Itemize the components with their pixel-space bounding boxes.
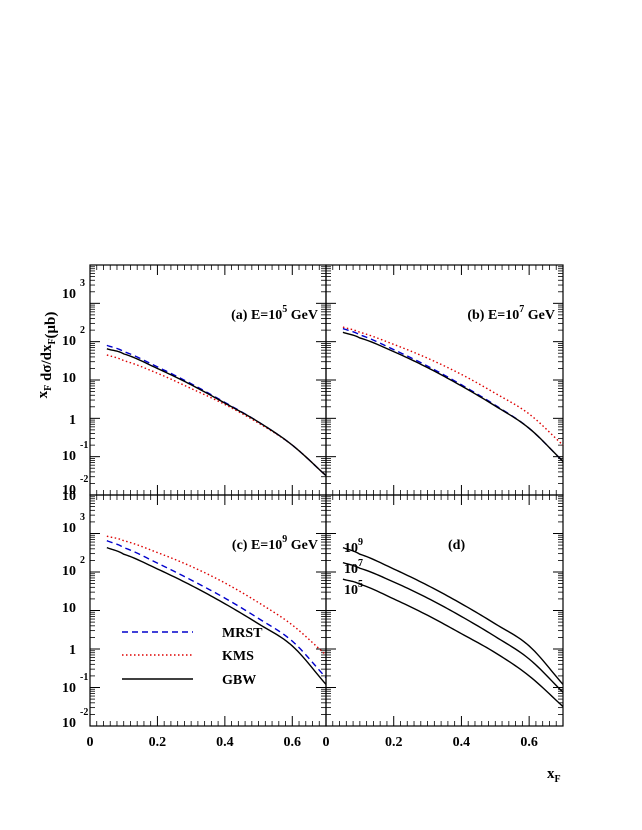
legend-label: GBW [222, 673, 256, 688]
y-tick-label: 10 [62, 716, 76, 731]
panel-c: (c) E=109 GeV [89, 494, 327, 727]
y-tick-label: 10 [62, 334, 76, 349]
y-tick-label: 10 [62, 564, 76, 579]
series-line-MRST [342, 327, 564, 462]
panel-title: (d) [448, 538, 465, 553]
y-tick-label-exponent: -2 [80, 474, 88, 485]
y-tick-label: 10 [62, 601, 76, 616]
series-line-MRST [106, 344, 327, 477]
y-tick-label: 1 [69, 643, 76, 658]
panel-frame [89, 494, 327, 727]
series-line-KMS [106, 535, 327, 656]
curve-label: 105 [344, 579, 363, 598]
y-tick-label-exponent: 3 [80, 512, 85, 523]
panel-b: (b) E=107 GeV [325, 264, 564, 496]
panel-d: (d) 109 107 105 [325, 494, 564, 727]
panel-title: (c) E=109 GeV [232, 534, 318, 553]
series-line-GBW [106, 546, 327, 685]
legend-label: KMS [222, 649, 254, 664]
panel-frame [325, 494, 564, 727]
y-tick-label-exponent: -1 [80, 440, 88, 451]
panel-frame [89, 264, 327, 496]
panels-group: (a) E=105 GeV (b) E=107 GeV (c) E=109 GeV (… [62, 264, 564, 750]
y-tick-labels: 10 3 10 2 10 1 10 -1 10 -2 10 3 10 2 10 1 10 -1 10 -2 10 [62, 278, 88, 731]
x-tick-label: 0.6 [520, 735, 538, 750]
x-tick-label: 0 [87, 735, 94, 750]
series-line-10e7 [342, 561, 564, 693]
y-tick-label-exponent: 2 [80, 555, 85, 566]
series-line-10e5 [342, 578, 564, 708]
y-tick-label: 10 [62, 489, 76, 504]
series-line-10e9 [342, 546, 564, 685]
series-line-KMS [106, 354, 327, 477]
x-tick-label: 0.2 [149, 735, 167, 750]
series-line-GBW [342, 331, 564, 462]
legend-label: MRST [222, 626, 263, 641]
y-tick-label-exponent: -1 [80, 672, 88, 683]
x-axis-label: xF [547, 766, 561, 785]
y-tick-label-exponent: 2 [80, 325, 85, 336]
x-tick-labels: 0 0.2 0.4 0.6 0 0.2 0.4 0.6 [87, 735, 538, 750]
x-tick-label: 0.6 [284, 735, 302, 750]
x-tick-label: 0.4 [216, 735, 234, 750]
y-tick-label-exponent: -2 [80, 707, 88, 718]
curve-label: 109 [344, 537, 363, 556]
y-tick-label: 10 [62, 287, 76, 302]
series-line-MRST [106, 540, 327, 679]
y-tick-label: 1 [69, 413, 76, 428]
y-tick-label: 10 [62, 371, 76, 386]
x-tick-label: 0.2 [385, 735, 403, 750]
legend: MRST KMS GBW [122, 626, 263, 688]
x-tick-label: 0 [323, 735, 330, 750]
x-tick-label: 0.4 [453, 735, 471, 750]
y-tick-label: 10 [62, 681, 76, 696]
y-tick-label: 10 [62, 449, 76, 464]
y-axis-label: xF dσ/dxF(μb) [35, 312, 59, 399]
panel-title: (b) E=107 GeV [467, 304, 555, 323]
panel-a: (a) E=105 GeV [89, 264, 327, 496]
y-tick-label-exponent: 3 [80, 278, 85, 289]
y-tick-label: 10 [62, 483, 76, 498]
panel-title: (a) E=105 GeV [231, 304, 318, 323]
series-line-KMS [342, 326, 564, 446]
curve-label: 107 [344, 558, 363, 577]
y-tick-label: 10 [62, 521, 76, 536]
panel-frame [325, 264, 564, 496]
series-line-GBW [106, 348, 327, 477]
